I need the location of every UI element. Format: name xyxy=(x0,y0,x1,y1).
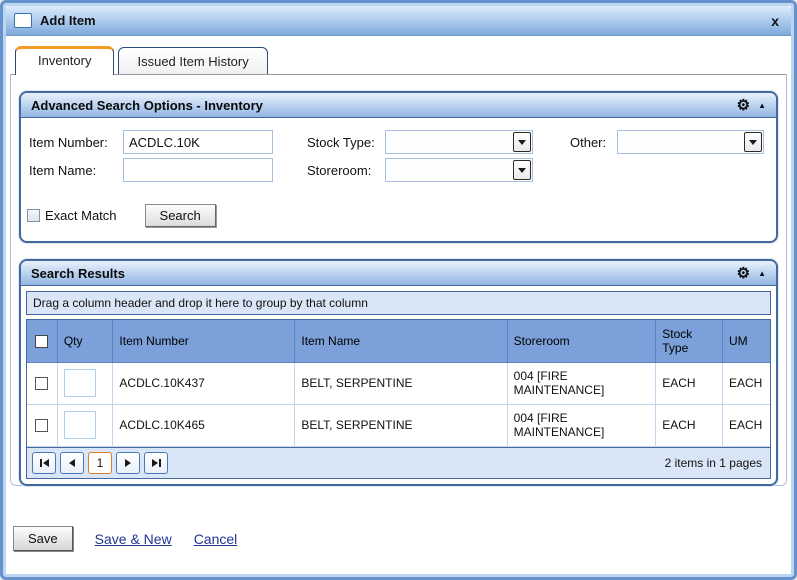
column-header-qty[interactable]: Qty xyxy=(56,320,114,363)
cell-stock-type: EACH xyxy=(655,361,723,405)
item-name-input[interactable] xyxy=(123,158,273,182)
cancel-link[interactable]: Cancel xyxy=(193,530,238,547)
footer-actions: Save Save & New Cancel xyxy=(13,526,794,551)
select-all-checkbox[interactable] xyxy=(35,334,49,348)
exact-match-label: Exact Match xyxy=(45,208,117,223)
first-page-icon[interactable] xyxy=(32,451,56,474)
cell-um: EACH xyxy=(721,403,770,447)
row-checkbox[interactable] xyxy=(35,419,49,433)
cell-um: EACH xyxy=(721,361,770,405)
chevron-down-icon[interactable] xyxy=(513,160,531,180)
collapse-arrow-icon[interactable]: ▲ xyxy=(758,100,766,110)
grid-header-row: Qty Item Number Item Name Storeroom Stoc… xyxy=(27,320,770,363)
item-name-label: Item Name: xyxy=(29,162,97,178)
window-icon xyxy=(14,13,32,28)
tab-issued-item-history[interactable]: Issued Item History xyxy=(118,47,268,74)
search-results-header: Search Results ⚙ ▲ xyxy=(21,261,776,286)
column-header-item-number[interactable]: Item Number xyxy=(112,320,296,363)
item-number-label: Item Number: xyxy=(29,134,108,150)
close-icon[interactable]: x xyxy=(771,12,779,29)
stock-type-select[interactable] xyxy=(385,130,533,154)
save-button[interactable]: Save xyxy=(13,526,73,551)
row-checkbox[interactable] xyxy=(35,377,49,391)
tab-content: Advanced Search Options - Inventory ⚙ ▲ … xyxy=(10,74,787,486)
advanced-search-header: Advanced Search Options - Inventory ⚙ ▲ xyxy=(21,93,776,118)
search-results-panel: Search Results ⚙ ▲ Drag a column header … xyxy=(19,259,778,486)
column-header-storeroom[interactable]: Storeroom xyxy=(506,320,657,363)
cell-storeroom: 004 [FIRE MAINTENANCE] xyxy=(506,361,657,405)
cell-item-number: ACDLC.10K437 xyxy=(112,361,296,405)
chevron-down-icon[interactable] xyxy=(513,132,531,152)
cell-storeroom: 004 [FIRE MAINTENANCE] xyxy=(506,403,657,447)
results-grid: Qty Item Number Item Name Storeroom Stoc… xyxy=(26,319,771,479)
gear-icon[interactable]: ⚙ xyxy=(736,96,751,114)
group-by-hint: Drag a column header and drop it here to… xyxy=(26,291,771,315)
tab-strip: Inventory Issued Item History xyxy=(3,36,794,75)
exact-match-checkbox[interactable] xyxy=(27,209,40,222)
cell-stock-type: EACH xyxy=(655,403,723,447)
cell-item-number: ACDLC.10K465 xyxy=(112,403,296,447)
search-results-title: Search Results xyxy=(31,265,125,281)
table-row: ACDLC.10K465 BELT, SERPENTINE 004 [FIRE … xyxy=(27,403,770,447)
column-header-stock-type[interactable]: Stock Type xyxy=(655,320,723,363)
qty-input[interactable] xyxy=(63,411,96,439)
other-label: Other: xyxy=(570,134,607,150)
tab-inventory[interactable]: Inventory xyxy=(15,46,115,75)
chevron-down-icon[interactable] xyxy=(744,132,762,152)
pager: 1 2 items in 1 pages xyxy=(27,446,770,478)
current-page-button[interactable]: 1 xyxy=(88,451,112,474)
other-select[interactable] xyxy=(617,130,764,154)
save-and-new-link[interactable]: Save & New xyxy=(94,530,172,547)
last-page-icon[interactable] xyxy=(144,451,168,474)
title-bar: Add Item x xyxy=(6,6,791,36)
search-button[interactable]: Search xyxy=(144,204,216,227)
storeroom-label: Storeroom: xyxy=(307,162,372,178)
storeroom-select[interactable] xyxy=(385,158,533,182)
gear-icon[interactable]: ⚙ xyxy=(736,264,751,282)
previous-page-icon[interactable] xyxy=(60,451,84,474)
column-header-item-name[interactable]: Item Name xyxy=(294,320,508,363)
dialog-title: Add Item xyxy=(40,13,96,28)
column-header-um[interactable]: UM xyxy=(721,320,770,363)
collapse-arrow-icon[interactable]: ▲ xyxy=(758,268,766,278)
next-page-icon[interactable] xyxy=(116,451,140,474)
cell-item-name: BELT, SERPENTINE xyxy=(294,403,508,447)
advanced-search-title: Advanced Search Options - Inventory xyxy=(31,97,263,113)
stock-type-label: Stock Type: xyxy=(307,134,375,150)
cell-item-name: BELT, SERPENTINE xyxy=(294,361,508,405)
qty-input[interactable] xyxy=(63,369,96,397)
advanced-search-panel: Advanced Search Options - Inventory ⚙ ▲ … xyxy=(19,91,778,243)
pager-summary: 2 items in 1 pages xyxy=(664,455,762,470)
table-row: ACDLC.10K437 BELT, SERPENTINE 004 [FIRE … xyxy=(27,361,770,405)
item-number-input[interactable] xyxy=(123,130,273,154)
